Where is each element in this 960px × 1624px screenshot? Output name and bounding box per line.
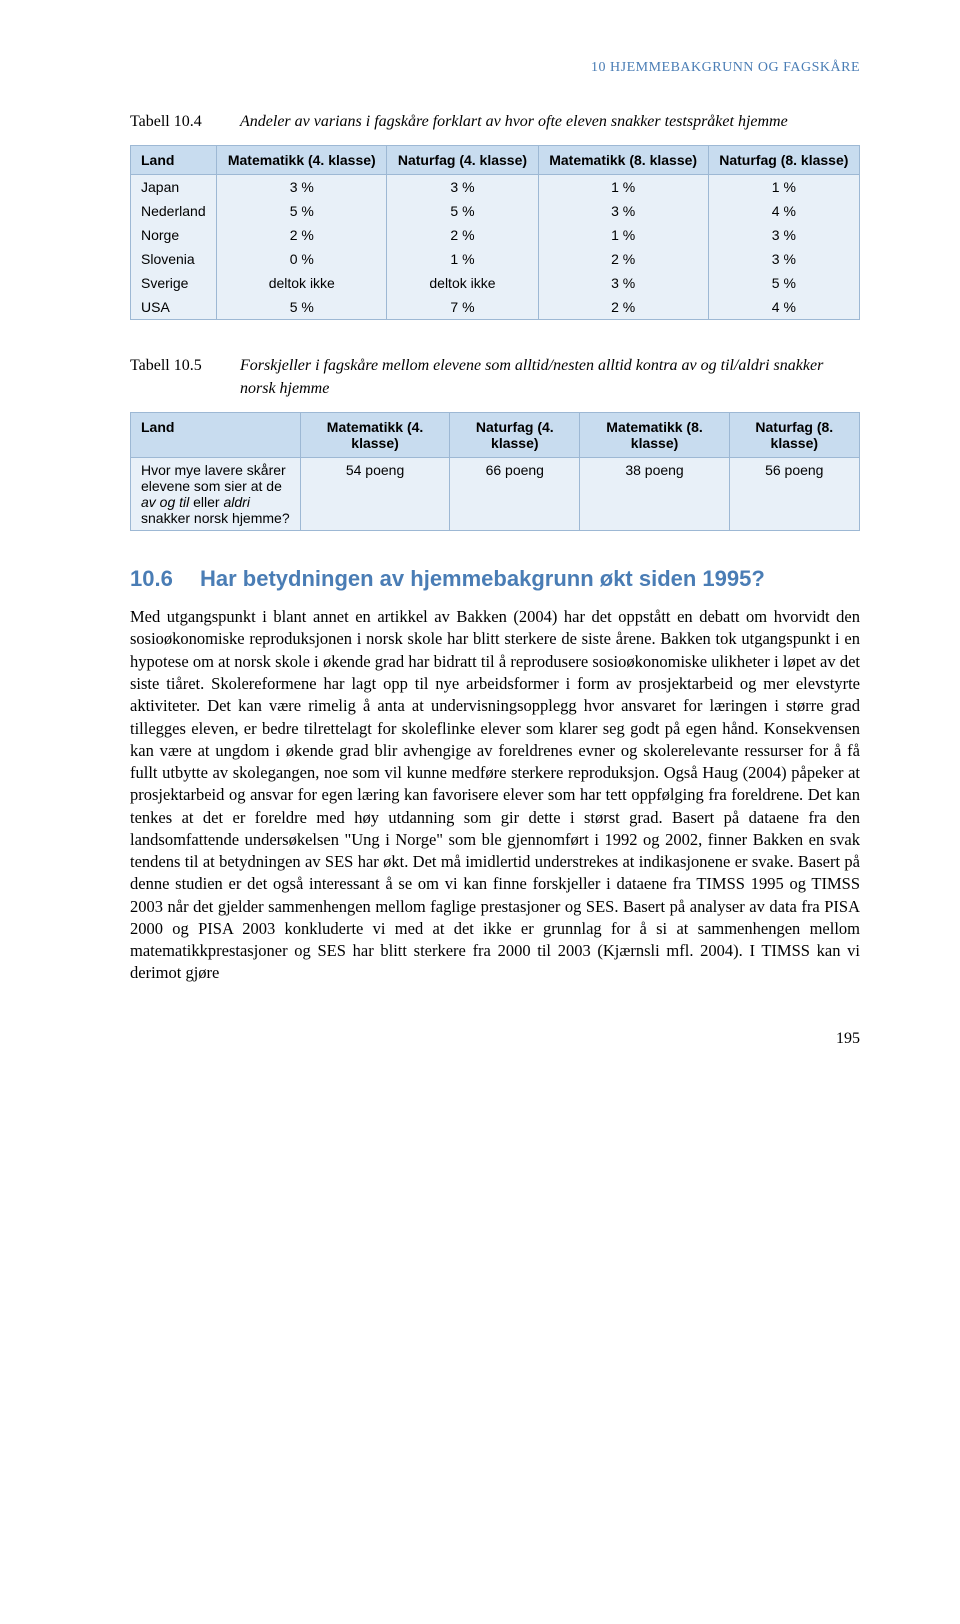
col-nat4: Naturfag (4. klasse) [387,146,538,175]
body-paragraph: Med utgangspunkt i blant annet en artikk… [130,606,860,985]
row-land: Slovenia [131,247,217,271]
row-value: 1 % [538,175,708,200]
row-land: USA [131,295,217,320]
table104: Land Matematikk (4. klasse) Naturfag (4.… [130,145,860,320]
col-nat8: Naturfag (8. klasse) [729,413,859,458]
table105: Land Matematikk (4. klasse) Naturfag (4.… [130,412,860,531]
col-land: Land [131,146,217,175]
row-value: 2 % [387,223,538,247]
section-title: Har betydningen av hjemmebakgrunn økt si… [200,566,765,592]
row-value: 5 % [708,271,859,295]
table-row: Hvor mye lavere skårer elevene som sier … [131,458,860,531]
row-value: 1 % [708,175,859,200]
col-mat8: Matematikk (8. klasse) [580,413,729,458]
t105-v3: 56 poeng [729,458,859,531]
row-value: 3 % [538,271,708,295]
row-land: Japan [131,175,217,200]
row-value: 3 % [217,175,387,200]
row-value: 3 % [387,175,538,200]
col-nat8: Naturfag (8. klasse) [708,146,859,175]
col-mat8: Matematikk (8. klasse) [538,146,708,175]
row-land: Nederland [131,199,217,223]
row-value: 4 % [708,199,859,223]
table105-title: Forskjeller i fagskåre mellom elevene so… [240,355,860,400]
table105-number: Tabell 10.5 [130,355,240,400]
row-value: 2 % [538,295,708,320]
table-row: USA5 %7 %2 %4 % [131,295,860,320]
row-value: 3 % [708,223,859,247]
table104-title: Andeler av varians i fagskåre forklart a… [240,111,860,133]
table-row: Nederland5 %5 %3 %4 % [131,199,860,223]
row-value: deltok ikke [217,271,387,295]
table104-number: Tabell 10.4 [130,111,240,133]
row-value: 5 % [387,199,538,223]
row-land: Sverige [131,271,217,295]
t105-v1: 66 poeng [450,458,580,531]
table-header-row: Land Matematikk (4. klasse) Naturfag (4.… [131,413,860,458]
section-number: 10.6 [130,566,200,592]
row-value: 1 % [538,223,708,247]
table-row: Japan3 %3 %1 %1 % [131,175,860,200]
row-value: 7 % [387,295,538,320]
col-land: Land [131,413,301,458]
table105-caption: Tabell 10.5 Forskjeller i fagskåre mello… [130,355,860,400]
col-nat4: Naturfag (4. klasse) [450,413,580,458]
row-value: 0 % [217,247,387,271]
page-number: 195 [130,1030,860,1048]
row-value: 3 % [538,199,708,223]
row-value: 4 % [708,295,859,320]
col-mat4: Matematikk (4. klasse) [301,413,450,458]
col-mat4: Matematikk (4. klasse) [217,146,387,175]
row-value: 1 % [387,247,538,271]
t105-rowlabel: Hvor mye lavere skårer elevene som sier … [131,458,301,531]
table-header-row: Land Matematikk (4. klasse) Naturfag (4.… [131,146,860,175]
row-value: 3 % [708,247,859,271]
row-value: deltok ikke [387,271,538,295]
table-row: Slovenia0 %1 %2 %3 % [131,247,860,271]
page-header: 10 HJEMMEBAKGRUNN OG FAGSKÅRE [130,60,860,76]
table-row: Norge2 %2 %1 %3 % [131,223,860,247]
row-value: 2 % [217,223,387,247]
row-value: 5 % [217,199,387,223]
table104-caption: Tabell 10.4 Andeler av varians i fagskår… [130,111,860,133]
t105-v2: 38 poeng [580,458,729,531]
section-heading: 10.6 Har betydningen av hjemmebakgrunn ø… [130,566,860,592]
row-value: 2 % [538,247,708,271]
table-row: Sverigedeltok ikkedeltok ikke3 %5 % [131,271,860,295]
t105-v0: 54 poeng [301,458,450,531]
row-value: 5 % [217,295,387,320]
row-land: Norge [131,223,217,247]
